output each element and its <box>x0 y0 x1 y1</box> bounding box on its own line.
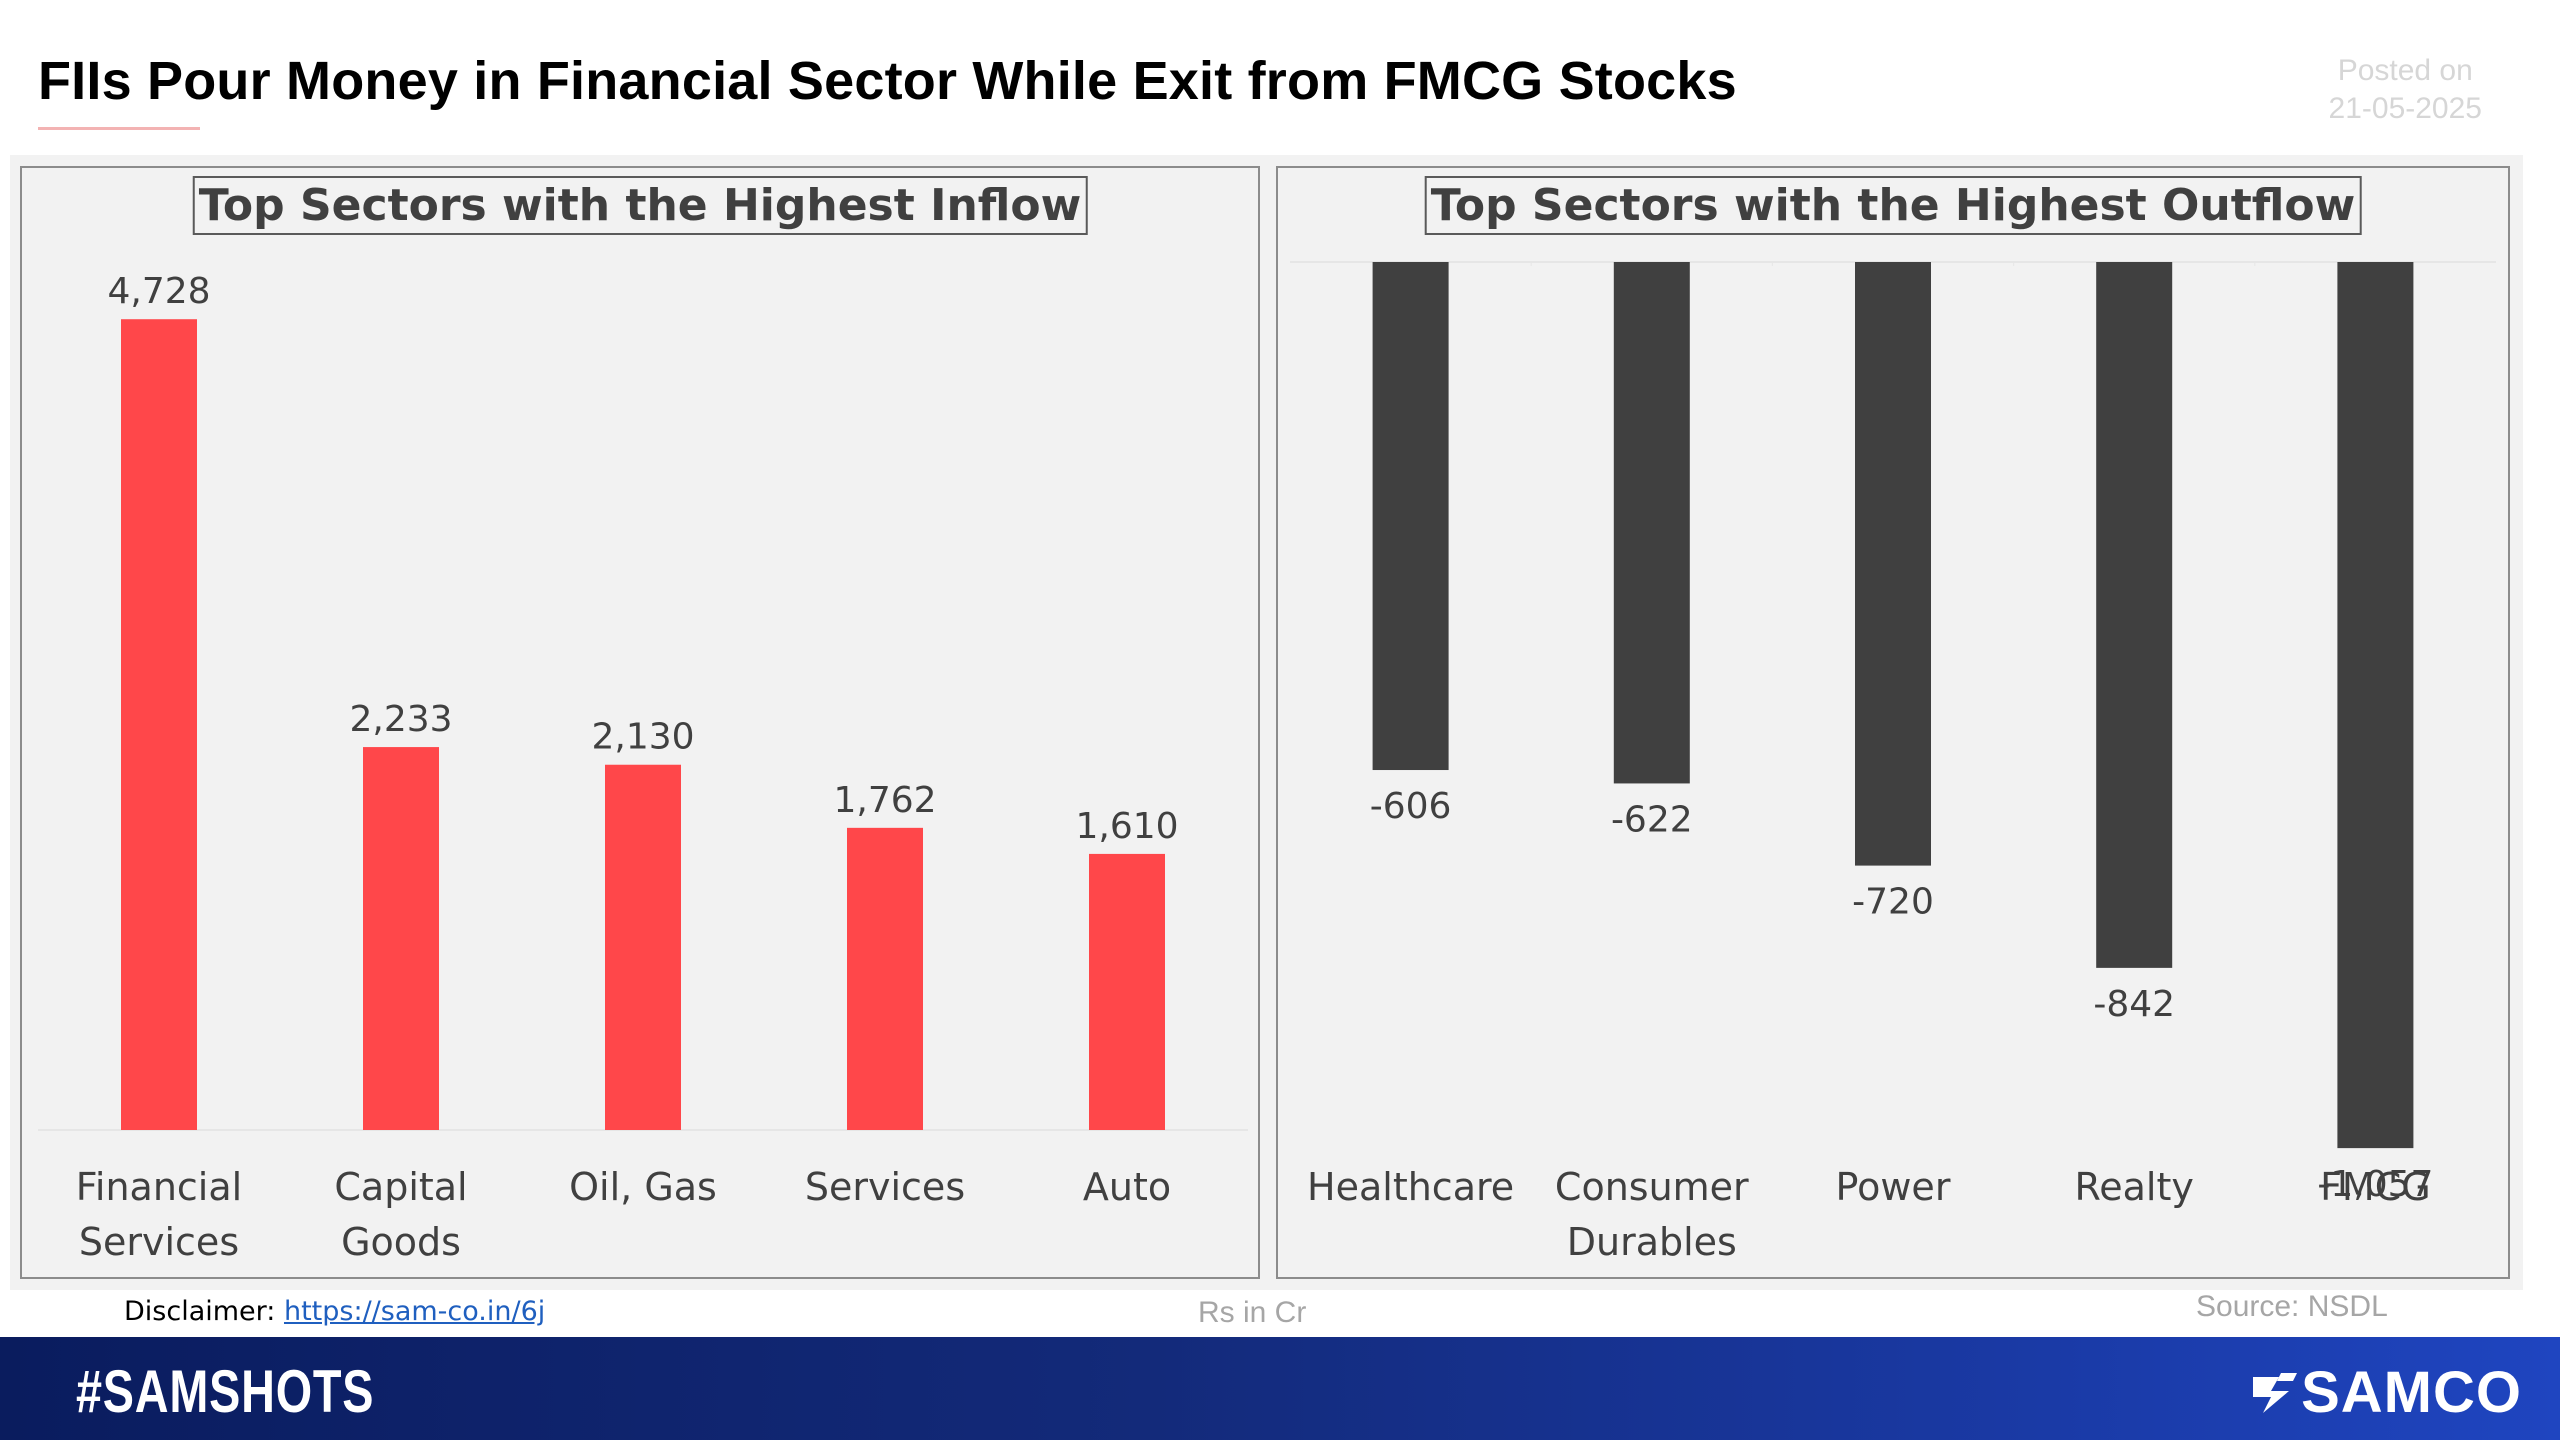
units-note: Rs in Cr <box>1198 1296 1307 1329</box>
data-label: 1,762 <box>833 780 936 821</box>
posted-label: Posted on <box>2337 54 2473 87</box>
bar <box>847 827 923 1130</box>
data-label: 2,130 <box>591 717 694 758</box>
disclaimer-label: Disclaimer: <box>124 1296 276 1327</box>
category-label: Healthcare <box>1307 1165 1514 1209</box>
data-label: -720 <box>1852 882 1934 923</box>
inflow-chart-title: Top Sectors with the Highest Inflow <box>192 176 1088 235</box>
bar <box>1372 262 1449 771</box>
posted-date: Posted on 21-05-2025 <box>2329 52 2482 128</box>
category-label: Services <box>79 1220 239 1264</box>
outflow-chart-panel: -606 Healthcare -622 Consumer Durables -720 Po… <box>1276 166 2510 1279</box>
category-label: FMCG <box>2320 1165 2431 1209</box>
footer-banner: #SAMSHOTS SAMCO <box>0 1337 2560 1440</box>
page-title: FIIs Pour Money in Financial Sector Whil… <box>38 51 1737 111</box>
category-label: Consumer <box>1555 1165 1749 1209</box>
source-note: Source: NSDL <box>2196 1290 2388 1323</box>
category-label: Durables <box>1567 1220 1737 1264</box>
samco-brand: SAMCO <box>2249 1359 2522 1426</box>
posted-date-value: 21-05-2025 <box>2328 92 2482 125</box>
samco-s-logo-icon <box>2253 1372 2298 1413</box>
bar <box>1855 262 1931 866</box>
inflow-chart-panel: 4,728 Financial Services 2,233 Capital Goods 2… <box>20 166 1260 1279</box>
bar <box>605 764 681 1130</box>
category-label: Services <box>805 1165 965 1209</box>
disclaimer: Disclaimer: https://sam-co.in/6j <box>124 1296 545 1327</box>
data-label: 4,728 <box>107 271 210 312</box>
inflow-chart: 4,728 Financial Services 2,233 Capital Goods 2… <box>38 271 1248 1264</box>
samco-wordmark: SAMCO <box>2301 1360 2522 1425</box>
data-label: -606 <box>1370 786 1452 827</box>
bar <box>2337 262 2414 1149</box>
category-label: Oil, Gas <box>569 1165 717 1209</box>
outflow-chart: -606 Healthcare -622 Consumer Durables -720 Po… <box>1290 261 2496 1264</box>
title-underline <box>38 127 200 130</box>
bar <box>2096 262 2173 968</box>
data-label: 1,610 <box>1075 806 1178 847</box>
bar <box>363 747 439 1130</box>
category-label: Goods <box>341 1220 461 1264</box>
data-label: 2,233 <box>349 699 452 740</box>
bar <box>1089 853 1165 1130</box>
data-label: -622 <box>1611 799 1693 840</box>
disclaimer-link[interactable]: https://sam-co.in/6j <box>283 1296 546 1327</box>
category-label: Financial <box>76 1165 242 1209</box>
data-label: -1,057 <box>2317 1164 2433 1205</box>
category-label: Capital <box>334 1165 467 1209</box>
category-label: Power <box>1836 1165 1951 1209</box>
category-label: Auto <box>1083 1165 1171 1209</box>
category-label: Realty <box>2075 1165 2194 1209</box>
bar <box>121 319 197 1130</box>
outflow-chart-title: Top Sectors with the Highest Outflow <box>1424 176 2362 235</box>
data-label: -842 <box>2093 984 2175 1025</box>
samshots-hashtag: #SAMSHOTS <box>76 1358 375 1425</box>
bar <box>1613 262 1690 784</box>
